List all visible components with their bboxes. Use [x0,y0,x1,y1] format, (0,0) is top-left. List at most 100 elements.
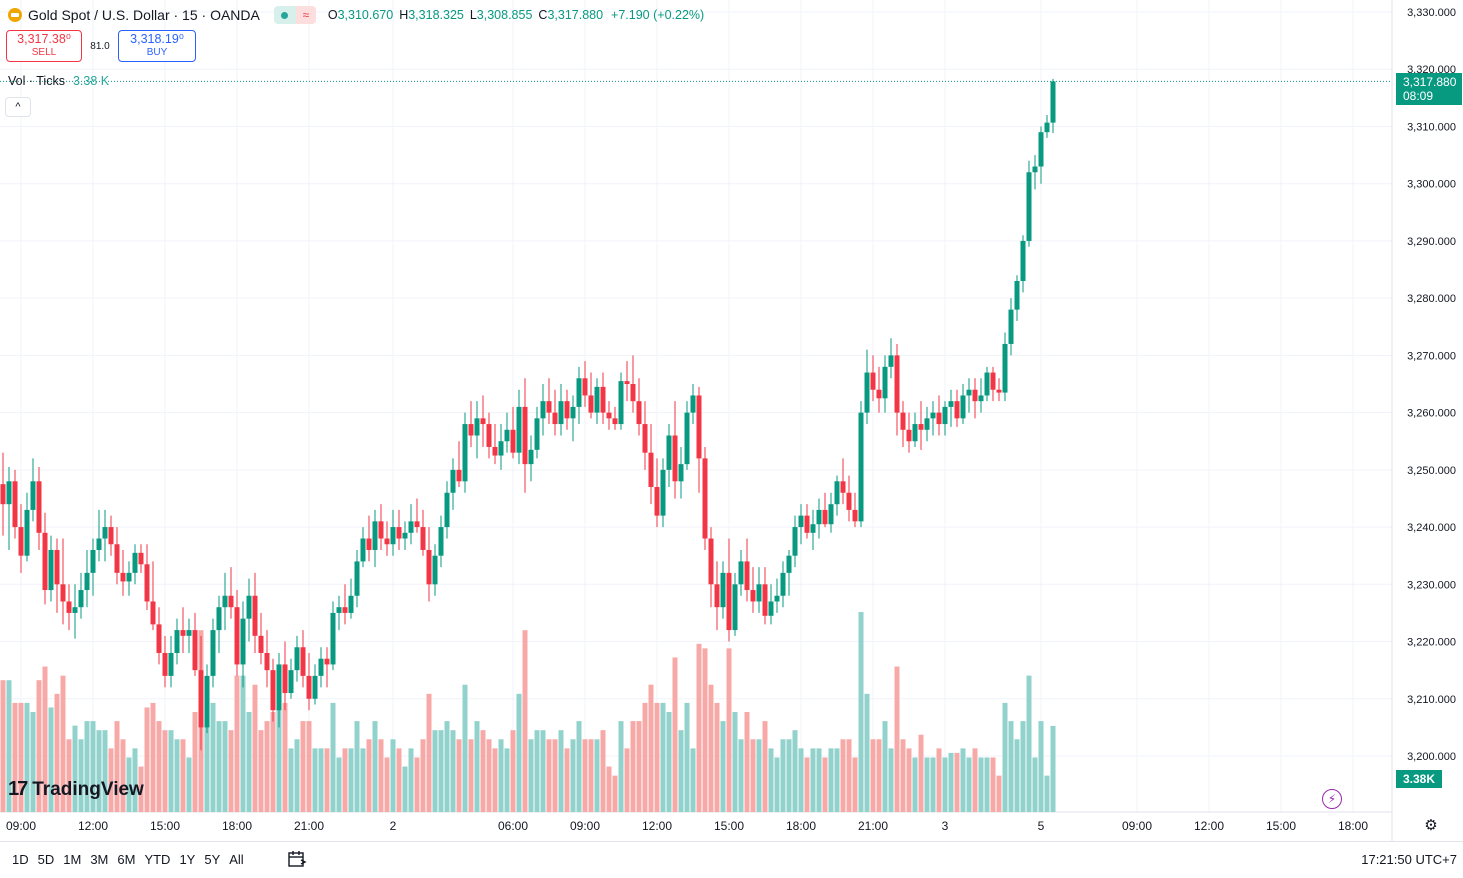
clock-timezone[interactable]: 17:21:50 UTC+7 [1361,852,1457,867]
sell-label: SELL [31,47,57,58]
tradingview-logo[interactable]: 17 TradingView [8,778,144,801]
volume-bar [618,721,624,812]
price-tick-label: 3,310.000 [1407,121,1456,133]
volume-bar [738,739,744,812]
volume-legend-value: 3.38 K [72,74,110,88]
sell-button[interactable]: 3,317.38⁰ SELL [6,30,82,62]
tradingview-mark-icon: 17 [8,778,28,800]
volume-bar [702,648,708,812]
candle-body [870,372,876,390]
volume-bar [414,757,420,812]
candle-body [30,481,36,510]
volume-legend[interactable]: Vol · Ticks 3.38 K [8,74,109,88]
volume-bar [822,757,828,812]
time-tick-label: 18:00 [786,819,816,833]
candle-body [156,624,162,653]
price-axis[interactable]: 3,200.000 3,210.000 3,220.000 3,230.000 3,24… [1407,7,1456,763]
spread-value: 81.0 [90,40,110,52]
volume-bar [672,657,678,812]
volume-bar [552,739,558,812]
candle-body [570,406,576,419]
collapse-legend-button[interactable]: ^ [5,97,31,117]
volume-bar [930,757,936,812]
candle-body [438,527,444,556]
buy-price: 3,318.19⁰ [130,32,184,46]
candle-body [558,401,564,425]
symbol-title[interactable]: Gold Spot / U.S. Dollar · 15 · OANDA [28,7,260,23]
price-tick-label: 3,210.000 [1407,694,1456,706]
range-button-6m[interactable]: 6M [117,852,136,867]
volume-bar [84,721,90,812]
time-tick-label: 09:00 [570,819,600,833]
volume-bar [996,775,1002,812]
sell-price: 3,317.38⁰ [17,32,71,46]
price-tick-label: 3,250.000 [1407,465,1456,477]
candle-body [1008,309,1014,344]
candle-body [732,584,738,631]
volume-bar [378,739,384,812]
price-chart[interactable]: 3,200.000 3,210.000 3,220.000 3,230.000 3,24… [0,0,1463,841]
volume-bar [510,730,516,812]
time-tick-label: 15:00 [1266,819,1296,833]
candle-body [288,670,294,694]
buy-button[interactable]: 3,318.19⁰ BUY [118,30,196,62]
range-button-5d[interactable]: 5D [37,852,55,867]
candle-body [144,564,150,602]
volume-bar [840,739,846,812]
candle-body [126,572,132,582]
candle-body [84,572,90,591]
calendar-goto-icon[interactable] [287,850,307,868]
candle-body [888,355,894,367]
market-status[interactable]: ≈ [273,6,316,24]
volume-bar [474,721,480,812]
candle-body [222,595,228,608]
volume-bar [138,766,144,812]
time-tick-label: 18:00 [222,819,252,833]
candle-body [930,412,936,419]
candle-body [1032,166,1038,173]
volume-bar [708,684,714,812]
volume-bar [174,739,180,812]
time-axis[interactable]: 09:00 12:00 15:00 18:00 21:00 2 06:00 09:00 12:0… [6,819,1368,833]
range-button-5y[interactable]: 5Y [204,852,221,867]
candle-body [456,469,462,482]
range-button-1m[interactable]: 1M [63,852,82,867]
date-range-buttons: 1D 5D 1M 3M 6M YTD 1Y 5Y All [12,852,253,867]
candle-body [834,481,840,505]
candle-body [48,549,54,591]
candle-body [648,452,654,488]
volume-bar [924,757,930,812]
range-button-1d[interactable]: 1D [12,852,29,867]
bottom-toolbar: 1D 5D 1M 3M 6M YTD 1Y 5Y All 17:21:50 UTC+7 [0,841,1463,878]
range-button-all[interactable]: All [229,852,244,867]
price-tick-label: 3,240.000 [1407,522,1456,534]
volume-bar [366,739,372,812]
candle-body [300,647,306,676]
volume-bar [498,739,504,812]
candle-body [912,424,918,442]
volume-bar [396,748,402,812]
volume-bar [492,748,498,812]
range-button-1y[interactable]: 1Y [179,852,196,867]
gear-icon[interactable]: ⚙ [1424,817,1438,834]
volume-bar [426,693,432,812]
lightning-icon[interactable]: ⚡ [1322,789,1342,809]
candle-body [594,386,600,413]
candle-body [150,601,156,625]
volume-bar [726,648,732,812]
range-button-3m[interactable]: 3M [90,852,109,867]
volume-bar [1026,675,1032,812]
volume-bar [690,748,696,812]
candle-body [726,572,732,631]
candle-body [630,384,636,402]
range-button-ytd[interactable]: YTD [144,852,171,867]
volume-bar [24,702,30,812]
time-tick-label: 21:00 [294,819,324,833]
candle-body [6,481,12,505]
volume-bar [870,739,876,812]
gold-symbol-icon [8,8,22,22]
volume-bar [324,748,330,812]
chart-grid [0,0,1393,841]
volume-bar [876,739,882,812]
volume-bar [948,752,954,812]
